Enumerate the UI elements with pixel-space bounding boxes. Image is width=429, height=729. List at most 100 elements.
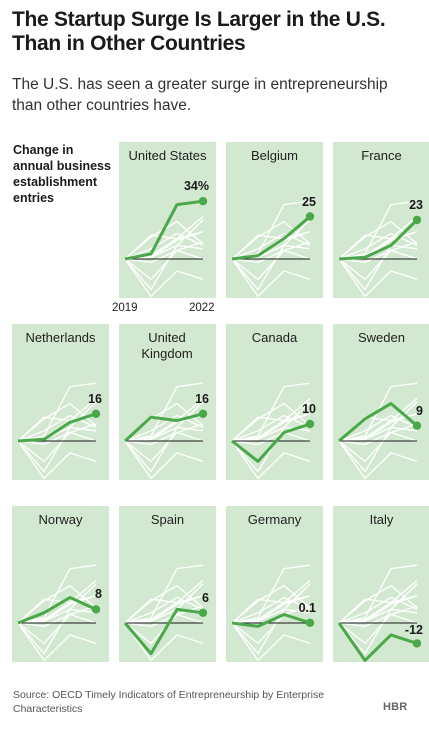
background-line-netherlands [124,231,204,260]
background-line-united-states [17,564,97,624]
end-point-united-states [198,197,208,206]
panel-title: United Kingdom [141,330,193,361]
background-line-belgium [231,398,311,442]
end-value-label: 6 [202,590,209,605]
end-point-belgium [305,212,315,221]
background-line-canada [17,423,97,463]
background-line-germany [338,613,418,628]
background-line-spain [338,608,418,655]
background-line-italy [17,440,97,480]
background-line-united-states [338,564,418,624]
x-tick-start: 2019 [112,302,138,314]
background-line-netherlands [338,595,418,624]
background-line-netherlands [124,595,204,624]
background-line-norway [231,596,311,624]
panel-plot [123,564,208,662]
background-line-canada [338,423,418,463]
y-axis-label: Change in annual business establishment … [13,143,111,205]
end-value-label: 16 [88,391,102,406]
background-line-netherlands [338,413,418,442]
series-line-canada [231,422,311,463]
panel-plot [338,382,422,480]
background-line-canada [338,605,418,645]
background-line-italy [231,258,311,298]
end-value-label: 25 [302,194,316,209]
end-point-france [412,215,422,225]
series-line-netherlands [17,412,97,443]
panel-plot [231,200,315,298]
series-line-spain [123,607,204,656]
background-line-norway [338,232,418,260]
end-value-label: 9 [416,403,423,418]
background-line-spain [17,608,97,655]
background-line-united-states [124,382,204,442]
background-line-belgium [17,398,97,442]
series-line-belgium [231,215,311,261]
end-point-spain [198,608,208,617]
background-line-italy [231,440,311,480]
background-line-germany [124,431,204,446]
end-point-sweden [412,421,422,430]
panel-france: France 23 [333,142,429,298]
background-line-spain [17,426,97,473]
background-line-norway [231,232,311,260]
panel-belgium: Belgium 25 [226,142,323,298]
panel-title: Norway [38,512,83,527]
background-line-belgium [338,398,418,442]
background-line-canada [124,423,204,463]
background-line-germany [231,431,311,446]
panel-title: Spain [150,512,185,527]
background-line-united-states [231,382,311,442]
background-line-sweden [124,584,204,624]
background-line-norway [124,414,204,442]
background-line-spain [231,244,311,291]
background-line-spain [124,426,204,473]
panel-title: United States [128,148,207,163]
background-line-belgium [338,580,418,624]
background-line-belgium [231,580,311,624]
background-line-norway [17,414,97,442]
panel-norway: Norway 8 [12,506,109,662]
chart-title: The Startup Surge Is Larger in the U.S. … [12,8,386,55]
background-line-belgium [124,580,204,624]
end-value-label: 10 [302,402,316,416]
x-tick-end: 2022 [189,302,215,314]
background-line-italy [124,622,204,662]
end-value-label: 16 [195,391,209,406]
background-line-netherlands [17,595,97,624]
background-line-belgium [17,580,97,624]
series-line-italy [337,622,418,662]
end-point-canada [305,419,315,429]
background-line-sweden [231,584,311,624]
hbr-logo: HBR [383,701,408,713]
series-line-france [338,218,419,261]
panel-sweden: Sweden 9 [333,324,429,480]
background-line-italy [338,258,418,298]
background-line-italy [17,622,97,662]
end-point-germany [305,618,315,628]
background-line-norway [338,596,418,624]
panel-title: Germany [247,512,302,527]
background-line-sweden [231,402,311,442]
background-line-italy [124,258,204,298]
background-line-italy [124,440,204,480]
background-line-belgium [124,216,204,260]
series-line-sweden [338,402,418,443]
panel-plot [17,382,101,480]
panel-netherlands: Netherlands 16 [12,324,109,480]
background-line-germany [17,613,97,628]
end-value-label: 23 [409,197,423,212]
background-line-canada [17,605,97,645]
panel-canada: Canada 10 [226,324,323,480]
background-line-germany [124,613,204,628]
panel-plot [338,200,422,298]
background-line-netherlands [231,413,311,442]
background-line-norway [231,414,311,442]
background-line-spain [124,244,204,291]
background-line-netherlands [231,595,311,624]
panel-title: Sweden [358,330,405,345]
end-point-italy [412,639,422,648]
panel-plot [231,382,315,480]
panel-italy: Italy -12 [333,506,429,662]
background-line-spain [338,426,418,473]
